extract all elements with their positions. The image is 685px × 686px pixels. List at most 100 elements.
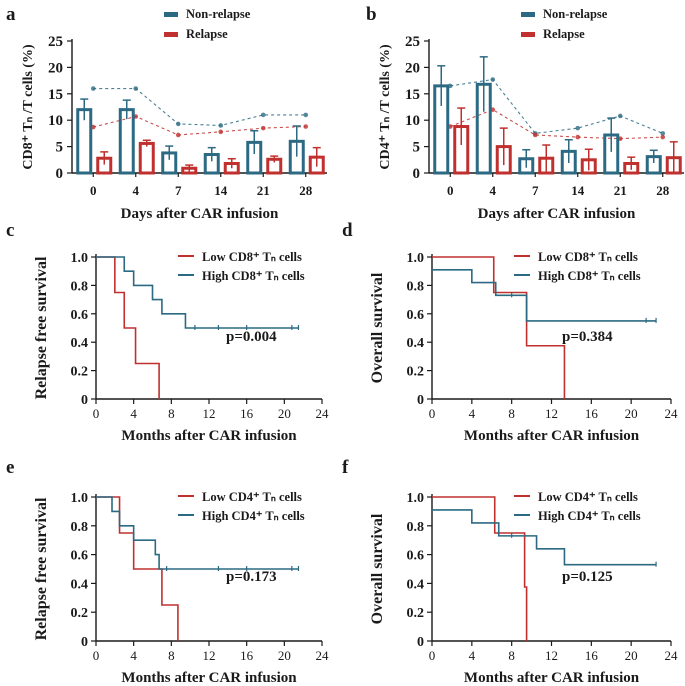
- trend-point: [175, 132, 181, 138]
- x-tick-label: 20: [625, 406, 638, 421]
- trend-point: [218, 129, 224, 135]
- x-tick-label: 4: [130, 406, 137, 421]
- y-tick-label: 0.4: [407, 336, 425, 351]
- x-tick-label: 7: [175, 183, 182, 198]
- x-tick-label: 0: [429, 406, 436, 421]
- y-axis-label: CD4⁺ Tₙ /T cells (%): [378, 44, 393, 170]
- x-tick-label: 24: [316, 648, 330, 663]
- x-tick-label: 20: [278, 648, 291, 663]
- x-tick-label: 8: [168, 406, 175, 421]
- y-tick-label: 0.2: [407, 606, 425, 621]
- y-tick-label: 0: [81, 635, 88, 650]
- x-tick-label: 20: [625, 648, 638, 663]
- trend-point: [660, 131, 666, 136]
- legend-label: High CD4⁺ Tₙ cells: [538, 509, 641, 523]
- y-tick-label: 0.4: [407, 577, 425, 592]
- trend-point: [617, 113, 623, 119]
- trend-point: [133, 86, 139, 91]
- y-axis-label: Overall survival: [369, 513, 386, 624]
- legend-label: Non-relapse: [186, 7, 251, 21]
- x-tick-label: 12: [203, 648, 216, 663]
- km-curve-blue: [432, 268, 657, 322]
- y-tick-label: 20: [48, 60, 63, 76]
- km-curve-red: [432, 256, 566, 399]
- p-value: p=0.004: [226, 329, 277, 345]
- y-tick-label: 0.4: [71, 577, 89, 592]
- legend-label: Low CD4⁺ Tₙ cells: [202, 490, 302, 504]
- y-tick-label: 0: [56, 166, 64, 182]
- p-value: p=0.173: [226, 569, 277, 585]
- x-tick-label: 12: [203, 406, 216, 421]
- x-tick-label: 28: [656, 183, 670, 198]
- y-tick-label: 0.6: [71, 308, 89, 323]
- panel-e: e 0 0.2 0.4 0.6 0.8 1.0 0 4 8 12 16 20 24 Low CD4⁺ Tₙ …: [6, 457, 329, 686]
- x-tick-label: 7: [532, 183, 539, 198]
- x-tick-label: 12: [545, 648, 558, 663]
- x-tick-label: 4: [130, 648, 137, 663]
- y-axis-label: Relapse free survival: [33, 497, 50, 640]
- y-tick-label: 1.0: [407, 491, 425, 506]
- legend-swatch: [164, 32, 178, 37]
- panel-label: a: [6, 4, 16, 25]
- x-tick-label: 24: [316, 406, 330, 421]
- trend-point: [575, 125, 581, 131]
- y-axis-label: Relapse free survival: [33, 256, 50, 399]
- x-tick-label: 0: [93, 406, 100, 421]
- x-tick-label: 14: [571, 183, 585, 198]
- km-curve-blue: [432, 509, 657, 566]
- panel-f: f 0 0.2 0.4 0.6 0.8 1.0 0 4 8 12 16 20 24 Low CD4⁺ Tₙ …: [342, 457, 678, 686]
- y-tick-label: 0.2: [71, 365, 89, 380]
- y-tick-label: 0: [413, 166, 421, 182]
- panel-label: f: [342, 457, 349, 478]
- y-tick-label: 10: [48, 113, 63, 129]
- trend-point: [532, 132, 538, 138]
- legend-swatch: [521, 12, 535, 17]
- bar-relapse: [138, 141, 155, 175]
- y-axis-label: Overall survival: [369, 272, 386, 383]
- panel-a: a 0 5 10 15 20 25 0 4 7 14 21 28 Non-relapse Relapse Da…: [6, 4, 327, 222]
- legend-label: Low CD4⁺ Tₙ cells: [538, 490, 638, 504]
- panel-label: b: [366, 4, 377, 25]
- p-value: p=0.125: [562, 569, 613, 585]
- legend-swatch: [164, 12, 178, 17]
- x-tick-label: 0: [429, 648, 436, 663]
- legend-label: Relapse: [543, 27, 585, 41]
- x-axis-label: Months after CAR infusion: [121, 428, 297, 444]
- y-tick-label: 0.2: [71, 606, 89, 621]
- x-axis-label: Months after CAR infusion: [464, 670, 640, 686]
- trend-point: [260, 112, 266, 118]
- trend-point: [260, 125, 266, 131]
- x-tick-label: 21: [257, 183, 270, 198]
- y-axis-label: CD8⁺ Tₙ /T cells (%): [21, 44, 36, 170]
- y-tick-label: 1.0: [71, 491, 89, 506]
- legend-label: High CD4⁺ Tₙ cells: [202, 509, 305, 523]
- legend-label: Low CD8⁺ Tₙ cells: [202, 250, 302, 264]
- x-tick-label: 24: [665, 648, 679, 663]
- y-tick-label: 10: [405, 113, 420, 129]
- y-tick-label: 5: [56, 140, 64, 156]
- x-axis-label: Days after CAR infusion: [478, 206, 636, 222]
- x-tick-label: 24: [665, 406, 679, 421]
- panel-label: d: [342, 220, 353, 241]
- panel-c: c 0 0.2 0.4 0.6 0.8 1.0 0 4 8 12 16 20 24 Low CD8⁺ Tₙ …: [6, 220, 329, 444]
- trend-line-non-relapse: [450, 78, 663, 134]
- x-tick-label: 8: [508, 406, 515, 421]
- legend-label: Relapse: [186, 27, 228, 41]
- x-tick-label: 12: [545, 406, 558, 421]
- x-tick-label: 14: [214, 183, 228, 198]
- x-tick-label: 8: [168, 648, 175, 663]
- x-tick-label: 16: [585, 406, 599, 421]
- x-tick-label: 4: [469, 406, 476, 421]
- y-tick-label: 1.0: [71, 251, 89, 266]
- panel-d: d 0 0.2 0.4 0.6 0.8 1.0 0 4 8 12 16 20 24 Low CD8⁺ Tₙ …: [342, 220, 678, 444]
- trend-point: [575, 134, 581, 140]
- y-tick-label: 0.6: [407, 308, 425, 323]
- km-curve-blue: [96, 256, 299, 329]
- legend-label: High CD8⁺ Tₙ cells: [538, 269, 641, 283]
- y-tick-label: 0.8: [71, 520, 89, 535]
- y-tick-label: 0.8: [407, 279, 425, 294]
- panel-label: c: [6, 220, 14, 241]
- panel-label: e: [6, 457, 14, 478]
- y-tick-label: 0.6: [71, 549, 89, 564]
- km-curve-red: [96, 256, 160, 399]
